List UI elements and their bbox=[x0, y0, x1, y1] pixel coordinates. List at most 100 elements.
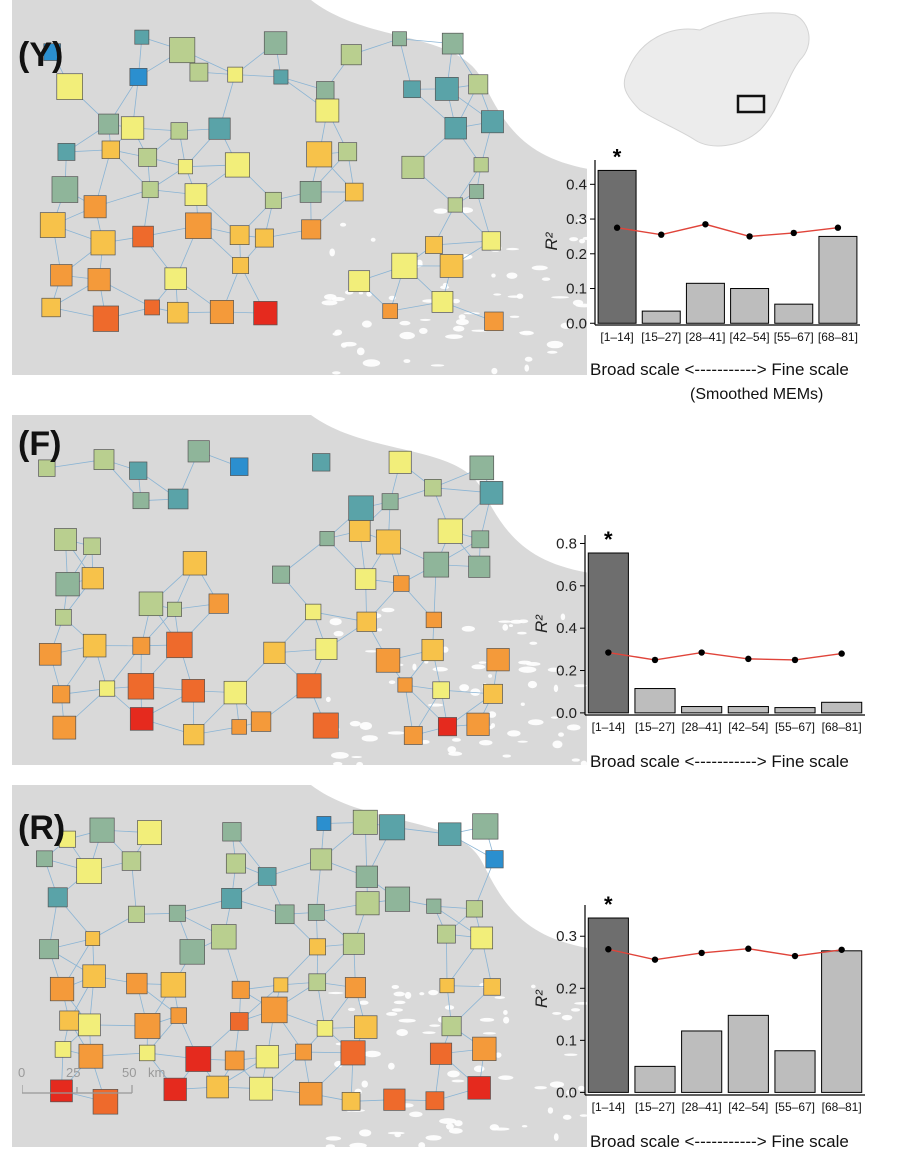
sampling-site-square bbox=[471, 530, 490, 549]
sampling-site-square bbox=[468, 74, 489, 95]
coastal-water bbox=[502, 623, 509, 631]
sampling-site-square bbox=[93, 449, 115, 470]
sampling-site-square bbox=[484, 311, 504, 331]
coastal-water bbox=[561, 1014, 573, 1021]
coastal-water bbox=[321, 300, 338, 306]
sampling-site-square bbox=[403, 80, 421, 99]
sampling-site-square bbox=[38, 643, 62, 666]
null-model-point bbox=[746, 233, 753, 240]
y-tick-label: 0.1 bbox=[556, 1032, 577, 1049]
coastal-water bbox=[494, 996, 506, 999]
coastal-water bbox=[579, 1114, 589, 1117]
sampling-site-square bbox=[43, 43, 61, 61]
sampling-site-square bbox=[309, 938, 326, 956]
sampling-site-square bbox=[181, 679, 206, 703]
sampling-site-square bbox=[166, 631, 193, 659]
sampling-site-square bbox=[473, 157, 489, 173]
significance-asterisk: * bbox=[604, 527, 613, 552]
sampling-site-square bbox=[229, 225, 250, 245]
inset-locator-map bbox=[623, 12, 810, 147]
sampling-site-square bbox=[263, 31, 288, 55]
sampling-site-square bbox=[129, 68, 148, 86]
coastal-water bbox=[495, 1052, 502, 1058]
inset-land bbox=[623, 12, 810, 147]
coastal-water bbox=[398, 1018, 416, 1023]
coastal-water bbox=[329, 248, 335, 257]
sampling-site-square bbox=[101, 140, 120, 159]
significance-asterisk: * bbox=[613, 144, 622, 169]
sampling-site-square bbox=[144, 299, 160, 316]
coastal-water bbox=[396, 1028, 408, 1037]
sampling-site-square bbox=[90, 230, 116, 256]
coastal-water bbox=[547, 1107, 554, 1114]
sampling-site-square bbox=[170, 1007, 187, 1024]
network-edge bbox=[433, 240, 492, 246]
coastal-water bbox=[329, 618, 342, 626]
significance-asterisk: * bbox=[604, 892, 613, 917]
coastal-water bbox=[422, 1031, 436, 1034]
coastal-water bbox=[458, 314, 466, 320]
sampling-site-square bbox=[39, 212, 66, 238]
scalebar-unit: km bbox=[148, 1065, 166, 1080]
sampling-site-square bbox=[354, 568, 377, 590]
coastal-water bbox=[386, 1011, 398, 1016]
coastal-water bbox=[507, 295, 522, 298]
x-tick-label: [68–81] bbox=[818, 330, 858, 344]
coastal-water bbox=[332, 371, 341, 375]
coastal-water bbox=[448, 1127, 463, 1134]
sampling-site-square bbox=[78, 1043, 104, 1069]
map-f bbox=[12, 415, 588, 768]
sampling-site-square bbox=[120, 116, 145, 140]
sampling-site-square bbox=[249, 1076, 273, 1101]
panel-f: (F) 0.0 0.2 0.4 0.6 0.8 R² [1–14] * [15–27] [28–4… bbox=[0, 415, 906, 785]
coastal-water bbox=[566, 1089, 573, 1096]
sampling-site-square bbox=[472, 813, 499, 840]
y-tick-label: 0.0 bbox=[556, 705, 577, 722]
coastal-water bbox=[451, 1079, 465, 1083]
coastal-water bbox=[333, 630, 344, 637]
x-tick-label: [55–67] bbox=[774, 330, 814, 344]
bar bbox=[685, 282, 725, 324]
coastal-water bbox=[404, 991, 412, 999]
sampling-site-square bbox=[128, 905, 145, 923]
y-axis-label: R² bbox=[532, 614, 551, 633]
sampling-site-square bbox=[132, 225, 154, 248]
sampling-site-square bbox=[467, 1076, 491, 1100]
coastal-water bbox=[358, 291, 364, 295]
sampling-site-square bbox=[348, 520, 371, 542]
sub-note-smoothed-mems: (Smoothed MEMs) bbox=[690, 386, 824, 403]
coastal-water bbox=[553, 684, 559, 693]
sampling-site-square bbox=[168, 904, 186, 922]
sampling-site-square bbox=[312, 712, 339, 739]
sampling-site-square bbox=[208, 117, 231, 140]
sampling-site-square bbox=[384, 886, 411, 912]
sampling-site-square bbox=[388, 450, 412, 474]
coastal-water bbox=[428, 989, 439, 996]
sampling-site-square bbox=[167, 601, 182, 617]
sampling-site-square bbox=[127, 673, 155, 700]
sampling-site-square bbox=[305, 603, 322, 621]
scalebar-tick-25: 25 bbox=[66, 1065, 81, 1080]
coastal-water bbox=[409, 1111, 423, 1118]
null-model-point bbox=[613, 224, 621, 231]
sampling-site-square bbox=[141, 181, 159, 199]
sampling-site-square bbox=[55, 572, 80, 597]
coastal-water bbox=[349, 1142, 367, 1149]
sampling-site-square bbox=[472, 1036, 497, 1061]
panel-label-r: (R) bbox=[18, 809, 66, 847]
sampling-site-square bbox=[308, 973, 327, 992]
coastal-water bbox=[333, 761, 343, 766]
sampling-site-square bbox=[224, 1050, 245, 1071]
bar bbox=[681, 1030, 723, 1093]
sampling-site-square bbox=[342, 932, 365, 955]
coastal-water bbox=[362, 359, 381, 367]
sea-area bbox=[311, 785, 587, 948]
sampling-site-square bbox=[179, 939, 205, 965]
bar bbox=[634, 688, 676, 714]
sampling-site-square bbox=[316, 816, 332, 831]
coastal-water bbox=[529, 641, 538, 645]
coastal-water bbox=[399, 320, 411, 326]
coastal-water bbox=[416, 259, 423, 266]
sampling-site-square bbox=[132, 492, 150, 510]
bar bbox=[727, 706, 769, 714]
